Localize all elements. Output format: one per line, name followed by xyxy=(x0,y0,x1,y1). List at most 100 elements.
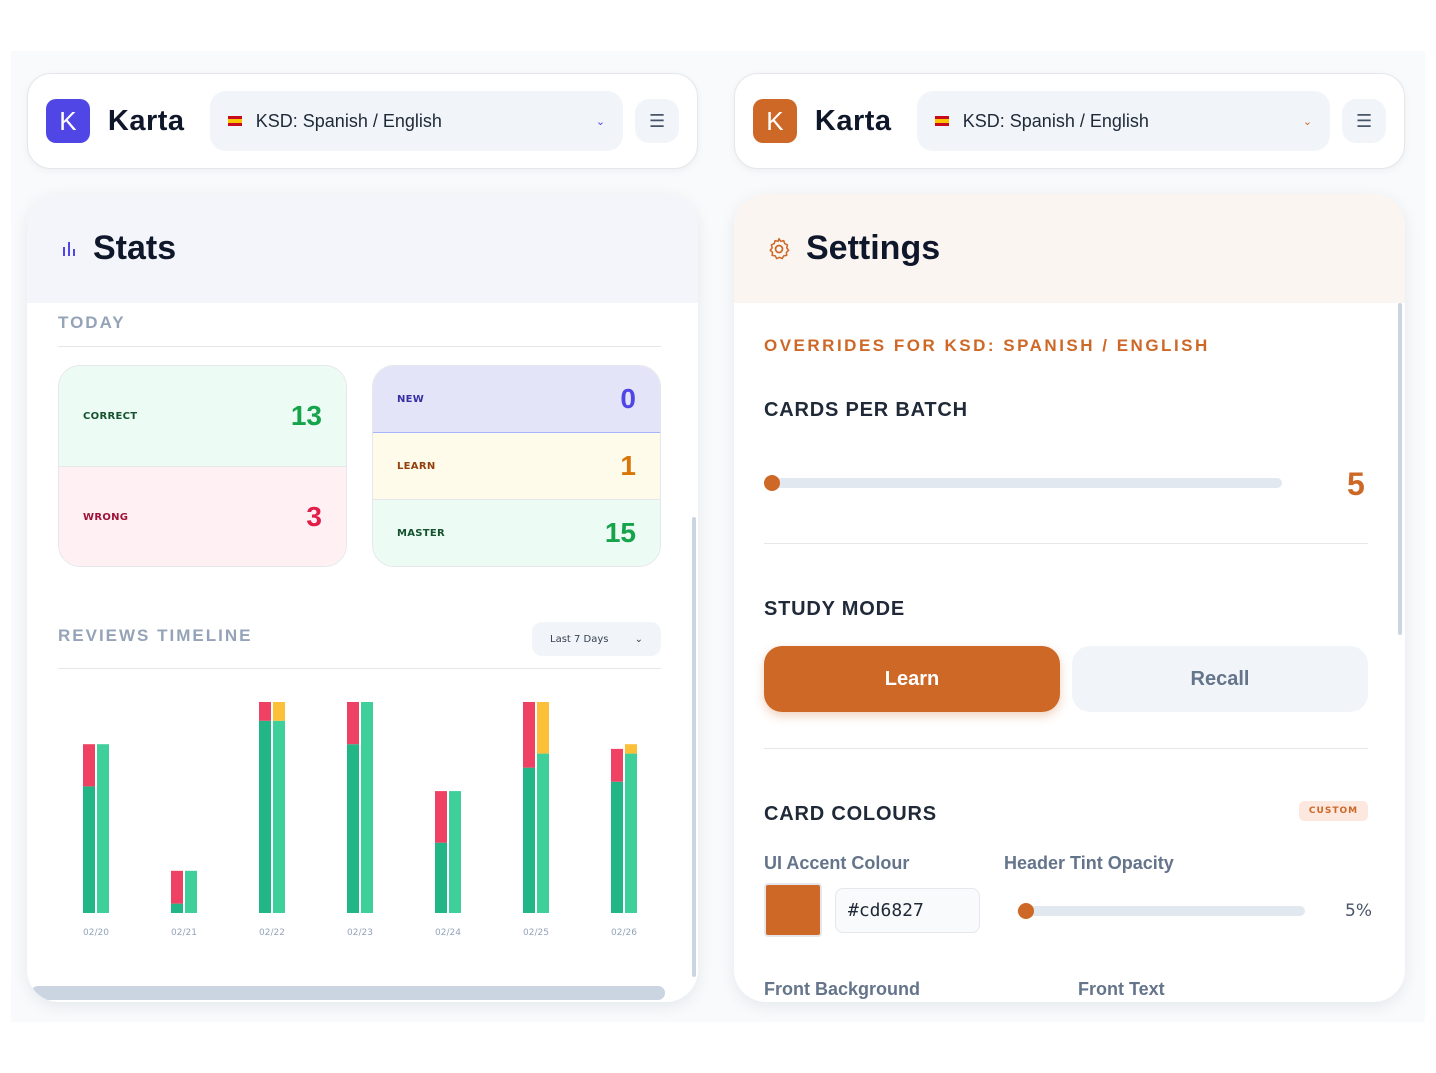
divider xyxy=(764,748,1368,749)
correct-wrong-card: CORRECT 13 WRONG 3 xyxy=(58,365,347,567)
stats-title: Stats xyxy=(93,229,177,267)
today-label: TODAY xyxy=(58,313,126,332)
brand-name: Karta xyxy=(107,104,185,137)
new-label: NEW xyxy=(397,393,425,405)
bar-correct xyxy=(435,842,447,913)
cards-per-batch-label: CARDS PER BATCH xyxy=(764,399,968,421)
bar-learn xyxy=(537,702,549,754)
deck-selector[interactable]: KSD: Spanish / English ⌄ xyxy=(209,91,624,151)
bar-master xyxy=(449,791,461,913)
deck-selector[interactable]: KSD: Spanish / English ⌄ xyxy=(916,91,1331,151)
bar-wrong xyxy=(259,702,271,721)
front-text-label: Front Text xyxy=(1078,979,1165,999)
scrollbar-vertical[interactable] xyxy=(692,517,696,977)
cards-per-batch-slider[interactable] xyxy=(764,478,1282,488)
chevron-down-icon: ⌄ xyxy=(634,633,643,645)
bar-learn xyxy=(625,744,637,754)
divider xyxy=(58,346,661,347)
scrollbar-vertical[interactable] xyxy=(1398,303,1402,635)
bar-master xyxy=(625,753,637,913)
stats-panel: Stats TODAY CORRECT 13 WRONG 3 NEW 0 LEA… xyxy=(27,194,698,1002)
reviews-timeline-label: REVIEWS TIMELINE xyxy=(58,626,253,645)
hamburger-icon: ☰ xyxy=(1355,110,1373,132)
header-tint-value: 5% xyxy=(1345,901,1372,921)
study-mode-label: STUDY MODE xyxy=(764,598,905,620)
master-count: 15 xyxy=(604,517,636,548)
bar-chart-icon xyxy=(63,241,75,256)
x-tick-label: 02/23 xyxy=(347,928,373,938)
wrong-label: WRONG xyxy=(83,511,129,523)
x-tick-label: 02/26 xyxy=(611,928,637,938)
menu-button[interactable]: ☰ xyxy=(635,99,679,143)
accent-colour-input[interactable]: #cd6827 xyxy=(835,888,980,933)
accent-colour-label: UI Accent Colour xyxy=(764,853,910,873)
spain-flag-icon xyxy=(934,116,949,126)
bar-wrong xyxy=(611,748,623,782)
x-tick-label: 02/24 xyxy=(435,928,461,938)
cards-per-batch-knob[interactable] xyxy=(764,475,780,491)
override-heading: OVERRIDES FOR KSD: SPANISH / ENGLISH xyxy=(764,336,1210,355)
brand-name: Karta xyxy=(814,104,892,137)
bar-correct xyxy=(83,786,95,913)
custom-badge: CUSTOM xyxy=(1299,801,1368,821)
correct-label: CORRECT xyxy=(83,410,138,422)
bar-correct xyxy=(171,903,183,913)
bar-master xyxy=(537,753,549,913)
range-select[interactable]: Last 7 Days ⌄ xyxy=(532,622,661,656)
logo-icon[interactable]: K xyxy=(753,99,797,143)
logo-icon[interactable]: K xyxy=(46,99,90,143)
correct-row: CORRECT 13 xyxy=(59,366,346,467)
divider xyxy=(764,543,1368,544)
bar-wrong xyxy=(83,744,95,787)
x-tick-label: 02/25 xyxy=(523,928,549,938)
deck-label: KSD: Spanish / English xyxy=(962,110,1149,131)
learn-mode-button[interactable]: Learn xyxy=(764,646,1060,712)
new-count: 0 xyxy=(620,383,636,414)
menu-button[interactable]: ☰ xyxy=(1342,99,1386,143)
new-row: NEW 0 xyxy=(373,366,660,433)
settings-title: Settings xyxy=(806,229,941,267)
bar-correct xyxy=(611,781,623,913)
header-tint-knob[interactable] xyxy=(1018,903,1034,919)
hamburger-icon: ☰ xyxy=(648,110,666,132)
wrong-row: WRONG 3 xyxy=(59,467,346,566)
chevron-down-icon: ⌄ xyxy=(1302,114,1313,128)
learn-label: LEARN xyxy=(397,460,436,472)
bar-wrong xyxy=(523,702,535,768)
bar-learn xyxy=(273,702,285,721)
bar-correct xyxy=(259,720,271,913)
recall-mode-button[interactable]: Recall xyxy=(1072,646,1368,712)
stats-header: Stats xyxy=(27,194,698,303)
correct-count: 13 xyxy=(290,400,322,431)
cards-per-batch-value: 5 xyxy=(1347,466,1365,502)
progress-card: NEW 0 LEARN 1 MASTER 15 xyxy=(372,365,661,567)
range-value: Last 7 Days xyxy=(550,633,609,645)
bar-master xyxy=(361,702,373,913)
x-tick-label: 02/22 xyxy=(259,928,285,938)
header-tint-label: Header Tint Opacity xyxy=(1004,853,1174,873)
bar-correct xyxy=(347,744,359,913)
master-row: MASTER 15 xyxy=(373,500,660,566)
card-colours-label: CARD COLOURS xyxy=(764,803,937,825)
deck-label: KSD: Spanish / English xyxy=(255,110,442,131)
bar-master xyxy=(97,744,109,913)
master-label: MASTER xyxy=(397,527,446,539)
accent-colour-swatch[interactable] xyxy=(764,883,822,937)
scrollbar-horizontal[interactable] xyxy=(31,986,665,1000)
bar-wrong xyxy=(347,702,359,745)
header-tint-slider[interactable] xyxy=(1017,906,1305,916)
reviews-timeline-chart: 02/20 02/21 02/22 02/23 02/24 02/25 02/26 xyxy=(83,702,637,938)
top-bar-left: K Karta KSD: Spanish / English ⌄ ☰ xyxy=(27,73,698,169)
settings-panel: Settings OVERRIDES FOR KSD: SPANISH / EN… xyxy=(734,194,1405,1002)
spain-flag-icon xyxy=(227,116,242,126)
learn-row: LEARN 1 xyxy=(373,433,660,500)
bar-wrong xyxy=(435,791,447,843)
bar-master xyxy=(273,720,285,913)
settings-header: Settings xyxy=(734,194,1405,303)
x-tick-label: 02/20 xyxy=(83,928,109,938)
learn-count: 1 xyxy=(620,450,636,481)
app-stage: K Karta KSD: Spanish / English ⌄ ☰ K Kar… xyxy=(11,51,1425,1022)
chevron-down-icon: ⌄ xyxy=(595,114,606,128)
top-bar-right: K Karta KSD: Spanish / English ⌄ ☰ xyxy=(734,73,1405,169)
divider xyxy=(58,668,661,669)
